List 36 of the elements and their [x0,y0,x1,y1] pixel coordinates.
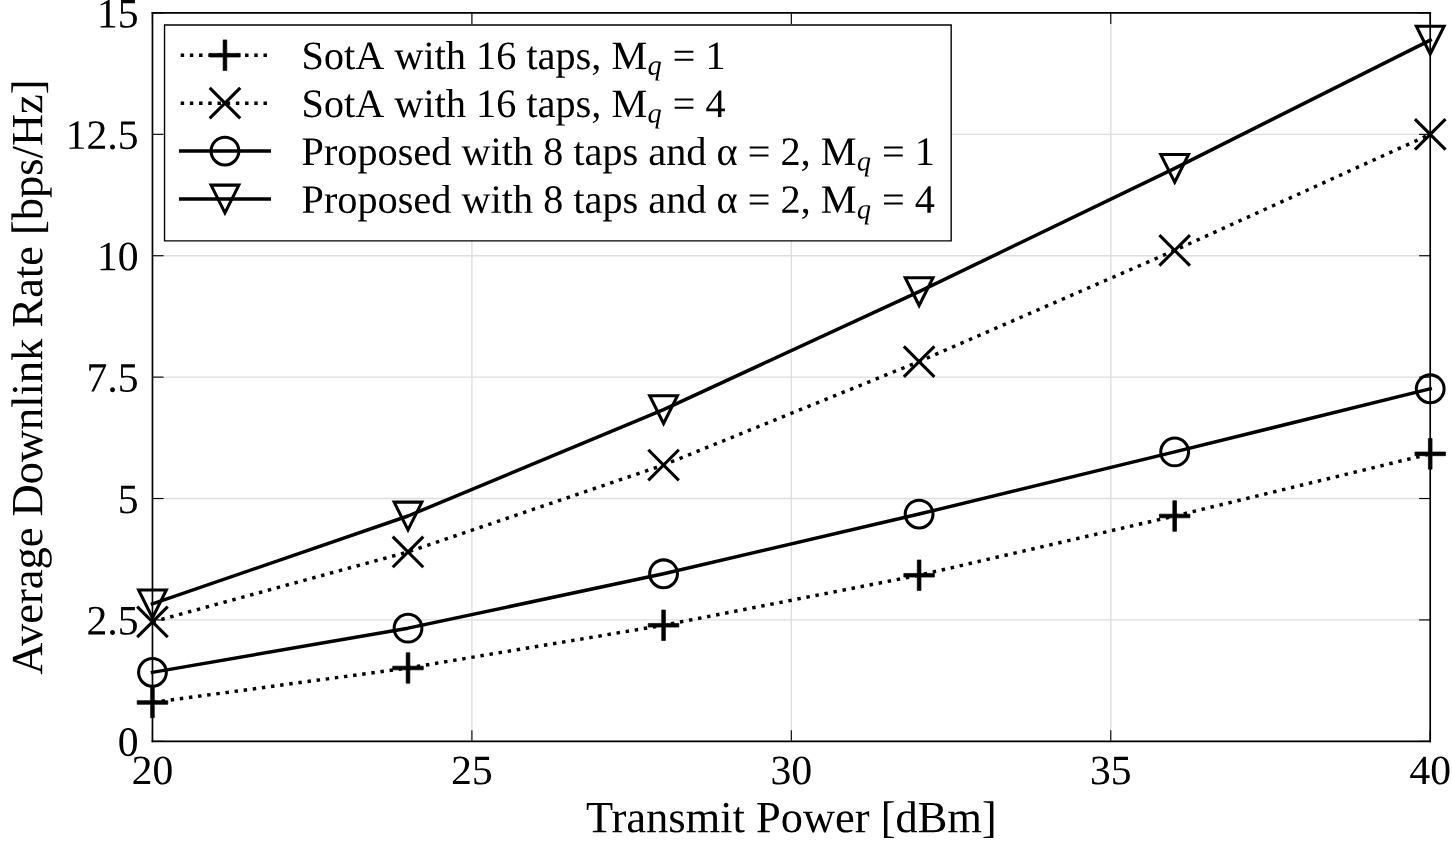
y-tick-label: 0 [119,728,137,757]
point [1414,373,1446,405]
point [1159,436,1191,468]
point [648,394,679,426]
point [1413,117,1448,152]
point [1414,24,1446,56]
y-tick-label: 12.5 [69,121,137,150]
point [137,588,168,620]
legend-label: SotA with 16 taps, M$_{q}$ = 4 [304,89,725,129]
point [903,276,935,308]
legend-label: Proposed with 8 taps and α = 2, M$_{q}$ = 4 [302,184,935,225]
x-tick-label: 35 [1091,756,1130,785]
legend-label: Proposed with 8 taps and α = 2, M$_{q}$ = 1 [302,136,933,177]
y-tick-label: 15 [100,0,137,28]
point [646,448,681,482]
point [391,535,425,569]
point [135,605,170,639]
x-tick-label: 25 [452,756,492,785]
y-tick-label: 5 [120,485,137,514]
y-tick-label: 2.5 [88,606,137,635]
point [902,344,936,379]
x-tick-label: 20 [133,756,172,785]
y-tick-label: 7.5 [89,364,137,393]
point [903,498,935,530]
x-tick-label: 40 [1410,756,1450,785]
point [392,500,424,532]
legend-label: SotA with 16 taps, M$_{q}$ = 1 [304,41,724,81]
point [137,656,168,688]
point [392,612,424,644]
point [1159,152,1191,184]
x-tick-label: 30 [772,756,811,785]
point [1157,233,1192,268]
point [648,558,679,590]
y-tick-label: 10 [100,242,137,271]
x-axis-title: Transmit Power [dBm] [586,801,994,839]
y-axis-title: Average Downlink Rate [bps/Hz] [11,82,52,675]
